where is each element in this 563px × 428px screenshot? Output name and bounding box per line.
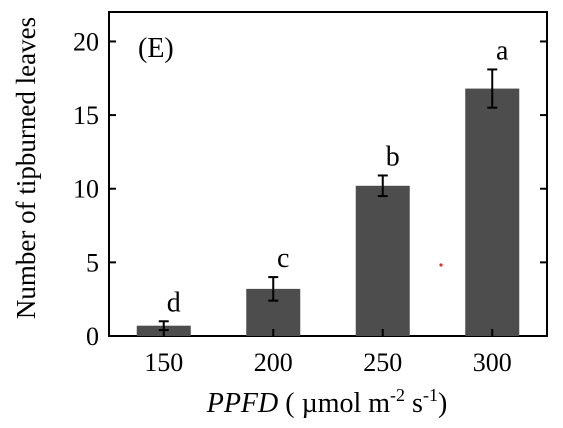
x-tick-label-250: 250	[363, 348, 402, 377]
significance-letter-200: c	[277, 243, 289, 274]
y-tick-label-15: 15	[73, 101, 99, 130]
y-ticks-group: 0 5 10 15 20	[73, 27, 547, 351]
plot-frame	[108, 11, 548, 337]
x-axis-label-unit-mid: s	[405, 388, 423, 419]
y-tick-label-10: 10	[73, 175, 99, 204]
x-axis-label-unit-prefix: ( µmol m	[278, 388, 390, 419]
x-axis-label-variable: PPFD	[206, 388, 279, 419]
significance-letter-250: b	[386, 141, 400, 172]
significance-letters-group: d c b a	[167, 35, 509, 318]
error-bars-group	[158, 68, 498, 332]
stray-marker-dot	[439, 263, 443, 267]
x-axis-label-sup1: -2	[390, 385, 405, 405]
panel-label: (E)	[138, 33, 174, 64]
x-axis-label: PPFD ( µmol m-2 s-1)	[206, 385, 448, 419]
bar-250	[355, 185, 410, 336]
y-tick-label-0: 0	[86, 322, 99, 351]
x-axis-label-sup2: -1	[423, 385, 438, 405]
x-ticks-group: 150 200 250 300	[144, 329, 512, 377]
x-tick-label-200: 200	[254, 348, 293, 377]
y-tick-label-5: 5	[86, 248, 99, 277]
significance-letter-150: d	[167, 287, 181, 318]
x-axis-label-unit-suffix: )	[438, 388, 447, 419]
bar-300	[465, 88, 520, 336]
x-tick-label-150: 150	[144, 348, 183, 377]
y-axis-label: Number of tipburned leaves	[11, 17, 41, 319]
significance-letter-300: a	[496, 35, 509, 66]
x-tick-label-300: 300	[473, 348, 512, 377]
y-tick-label-20: 20	[73, 27, 99, 56]
bars-group	[136, 88, 520, 336]
